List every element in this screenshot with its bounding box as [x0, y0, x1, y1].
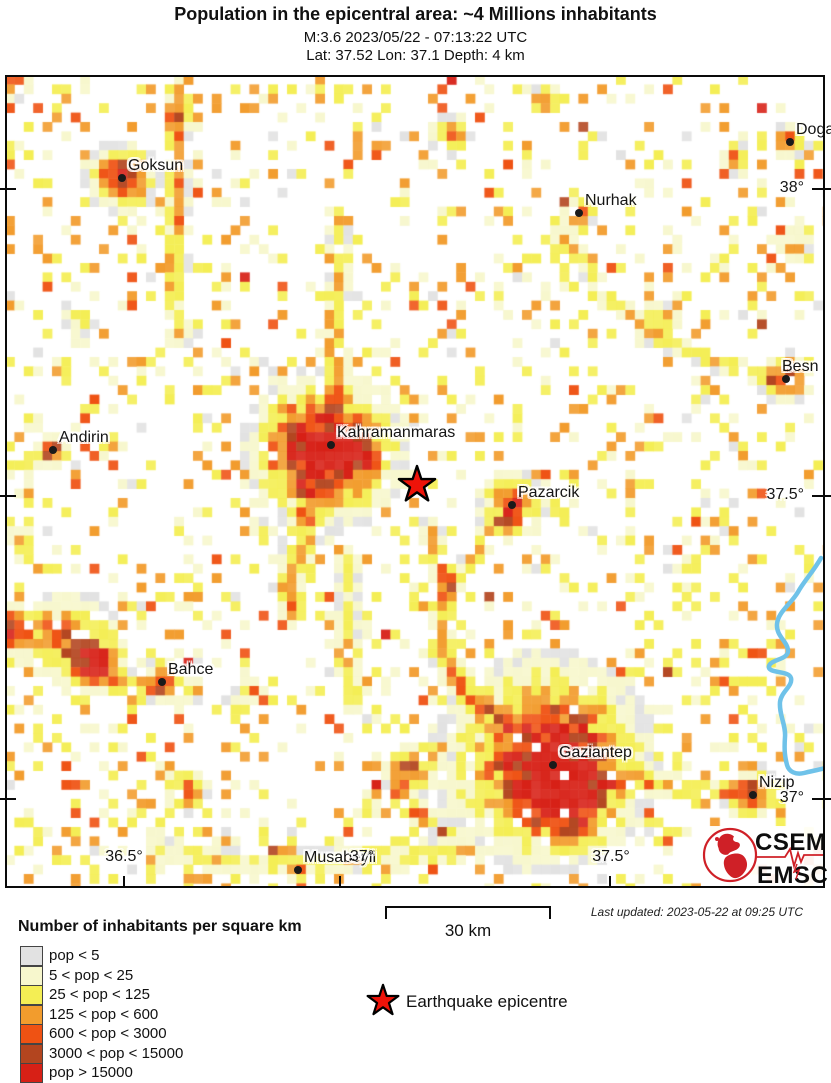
lat-tick-left-0	[0, 188, 16, 190]
lon-label-2: 37.5°	[592, 848, 630, 865]
legend-swatch-1	[20, 965, 43, 986]
city-marker-gaziantep	[549, 761, 557, 769]
last-updated-text: Last updated: 2023-05-22 at 09:25 UTC	[590, 905, 803, 919]
lon-label-1: 37°	[349, 848, 375, 865]
legend-swatch-0	[20, 946, 43, 966]
city-label-kahramanmaras: Kahramanmaras	[337, 424, 456, 441]
lat-tick-left-2	[0, 798, 16, 800]
legend-swatch-2	[20, 985, 43, 1005]
legend-label-6: pop > 15000	[49, 1064, 133, 1081]
lon-tick-bottom-1	[339, 876, 341, 888]
event-magnitude-time: M:3.6 2023/05/22 - 07:13:22 UTC	[303, 29, 528, 46]
city-marker-bahce	[158, 678, 166, 686]
logo-continent-europe	[717, 833, 740, 855]
city-label-nizip: Nizip	[759, 774, 795, 791]
lat-tick-right-2	[812, 798, 831, 800]
lat-label-1: 37.5°	[766, 486, 804, 503]
city-label-nurhak: Nurhak	[585, 192, 637, 209]
legend-label-1: 5 < pop < 25	[49, 966, 134, 984]
logo-seismogram-tail	[792, 863, 801, 880]
lat-tick-right-0	[812, 188, 831, 190]
legend-label-3: 125 < pop < 600	[49, 1005, 159, 1023]
legend-swatch-5	[20, 1043, 43, 1064]
city-marker-musabeyli	[294, 866, 302, 874]
city-label-bahce: Bahce	[168, 661, 214, 678]
logo-seismogram-icon	[757, 846, 824, 870]
city-label-doga: Doga	[796, 121, 831, 138]
legend-label-0: pop < 5	[49, 947, 100, 964]
page-title: Population in the epicentral area: ~4 Mi…	[174, 4, 657, 24]
city-marker-kahramanmaras	[327, 441, 335, 449]
lon-tick-bottom-2	[609, 876, 611, 888]
legend-label-4: 600 < pop < 3000	[49, 1025, 167, 1042]
lat-tick-left-1	[0, 495, 16, 497]
lon-label-0: 36.5°	[105, 848, 143, 865]
city-marker-goksun	[118, 174, 126, 182]
city-label-gaziantep: Gaziantep	[559, 744, 632, 761]
lat-label-0: 38°	[779, 179, 804, 196]
city-marker-andirin	[49, 446, 57, 454]
city-marker-nizip	[749, 791, 757, 799]
earthquake-epicenter-star-icon	[397, 464, 437, 502]
logo-continent-africa	[723, 853, 748, 879]
lat-label-2: 37°	[779, 789, 804, 806]
legend-label-5: 3000 < pop < 15000	[49, 1044, 184, 1062]
logo-text-emsc: EMSC	[757, 862, 828, 888]
event-coordinates-depth: Lat: 37.52 Lon: 37.1 Depth: 4 km	[306, 47, 525, 64]
legend-swatch-3	[20, 1004, 43, 1025]
city-marker-besn	[782, 375, 790, 383]
city-label-pazarcik: Pazarcik	[518, 484, 580, 501]
csem-emsc-logo: CSEM EMSC	[701, 826, 828, 888]
city-marker-nurhak	[575, 209, 583, 217]
epicentre-legend-star-icon	[366, 983, 400, 1016]
logo-continent-britain	[715, 837, 719, 841]
epicentre-legend-label: Earthquake epicentre	[406, 992, 568, 1011]
city-label-besn: Besn	[782, 358, 819, 375]
legend-label-2: 25 < pop < 125	[49, 986, 150, 1003]
city-label-goksun: Goksun	[128, 157, 184, 174]
lon-tick-bottom-0	[123, 876, 125, 888]
legend-swatch-6	[20, 1063, 43, 1083]
city-label-andirin: Andirin	[59, 429, 109, 446]
lat-tick-right-1	[812, 495, 831, 497]
city-marker-pazarcik	[508, 501, 516, 509]
legend-title: Number of inhabitants per square km	[18, 918, 302, 935]
city-label-musabeyli: Musabeyli	[304, 849, 377, 866]
legend-swatch-4	[20, 1024, 43, 1044]
scale-bar-label: 30 km	[444, 921, 492, 940]
scale-bar	[385, 906, 551, 919]
city-marker-doga	[786, 138, 794, 146]
